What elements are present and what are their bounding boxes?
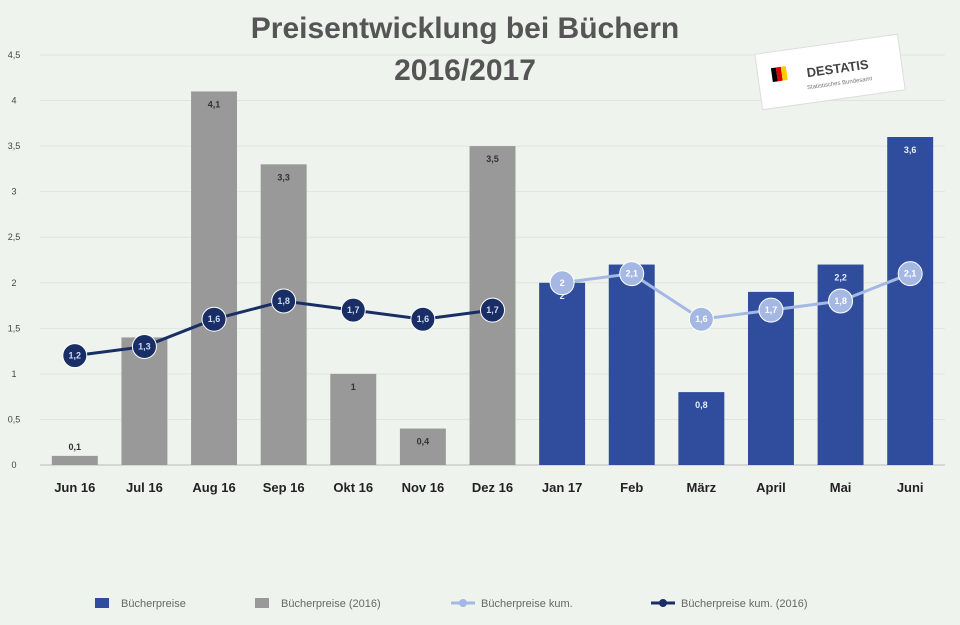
bar: [51, 455, 98, 465]
bar-data-label: 1: [351, 382, 356, 392]
chart-title: Preisentwicklung bei Büchern 2016/2017: [251, 12, 679, 87]
y-tick-label: 0,5: [8, 414, 21, 424]
series-point: [340, 297, 366, 323]
x-tick-label: Mai: [830, 480, 852, 495]
legend-label: Bücherpreise (2016): [281, 598, 381, 610]
bar-data-label: 3,3: [277, 172, 290, 182]
y-tick-label: 4,5: [8, 50, 21, 60]
y-tick-label: 0: [11, 460, 16, 470]
point-data-label: 1,8: [834, 296, 847, 306]
x-tick-label: Jan 17: [542, 480, 582, 495]
chart-title-line-2: 2016/2017: [394, 54, 536, 87]
point-data-label: 1,7: [347, 305, 360, 315]
series-point: [271, 288, 297, 314]
logo-flag-black: [770, 67, 778, 83]
series-point: [619, 261, 645, 287]
point-data-label: 1,3: [138, 342, 151, 352]
y-axis: 0 0,5 1 1,5 2 2,5 3 3,5 4 4,5: [8, 50, 21, 470]
point-data-label: 2,1: [625, 269, 638, 279]
x-tick-label: Okt 16: [333, 480, 373, 495]
destatis-logo: DESTATIS Statistisches Bundesamt: [754, 33, 906, 111]
x-tick-label: Feb: [620, 480, 643, 495]
series-point: [688, 306, 714, 332]
bar-data-label: 0,1: [69, 442, 82, 452]
legend-marker: [459, 599, 467, 607]
series-point: [897, 261, 923, 287]
bar-data-label: 3,5: [486, 154, 499, 164]
y-tick-label: 1: [11, 369, 16, 379]
series-point: [410, 306, 436, 332]
y-tick-label: 1,5: [8, 323, 21, 333]
bar-data-label: 2: [560, 291, 565, 301]
bar-data-label: 4,1: [208, 99, 221, 109]
bar-data-label: 2,2: [834, 273, 847, 283]
bar: [330, 373, 377, 465]
logo-flag-red: [775, 66, 783, 82]
bar: [399, 428, 446, 465]
x-tick-label: Nov 16: [402, 480, 445, 495]
point-data-label: 1,7: [765, 305, 778, 315]
bar-data-label: 3,6: [904, 145, 917, 155]
bar: [678, 392, 725, 465]
point-data-label: 2: [560, 278, 565, 288]
x-tick-label: Dez 16: [472, 480, 513, 495]
bars-2016: 0,11,44,13,310,43,5: [51, 91, 516, 466]
bar: [887, 137, 934, 465]
point-data-label: 1,6: [208, 314, 221, 324]
logo-flag-gold: [780, 66, 788, 81]
bar-data-label: 0,4: [417, 437, 430, 447]
chart-title-line-1: Preisentwicklung bei Büchern: [251, 12, 679, 45]
legend: Bücherpreise Bücherpreise (2016) Bücherpre…: [95, 598, 808, 610]
legend-label: Bücherpreise: [121, 598, 186, 610]
x-tick-label: Sep 16: [263, 480, 305, 495]
bar: [608, 264, 655, 465]
point-data-label: 1,6: [695, 314, 708, 324]
legend-label: Bücherpreise kum. (2016): [681, 598, 808, 610]
series-point: [131, 334, 157, 360]
legend-label: Bücherpreise kum.: [481, 598, 573, 610]
legend-swatch: [255, 598, 269, 608]
bar: [260, 164, 307, 466]
x-tick-label: Jul 16: [126, 480, 163, 495]
series-point: [480, 297, 505, 323]
series-point: [828, 288, 854, 314]
point-data-label: 1,8: [277, 296, 290, 306]
x-tick-label: Aug 16: [192, 480, 235, 495]
x-tick-label: April: [756, 480, 786, 495]
x-tick-label: Juni: [897, 480, 924, 495]
series-point: [549, 270, 575, 296]
point-data-label: 1,7: [486, 305, 499, 315]
x-tick-label: März: [687, 480, 717, 495]
y-tick-label: 3: [11, 187, 16, 197]
series-point: [201, 306, 227, 332]
point-data-label: 1,2: [69, 351, 82, 361]
x-axis: Jun 16 Jul 16 Aug 16 Sep 16 Okt 16 Nov 16 Dez …: [54, 480, 923, 495]
bar-data-label: 0,8: [695, 400, 708, 410]
legend-swatch: [95, 598, 109, 608]
bar: [191, 91, 238, 465]
series-point: [758, 297, 784, 323]
y-tick-label: 2: [11, 278, 16, 288]
legend-marker: [659, 599, 667, 607]
y-tick-label: 2,5: [8, 232, 21, 242]
y-tick-label: 3,5: [8, 141, 21, 151]
series-point: [62, 343, 88, 369]
point-data-label: 2,1: [904, 269, 917, 279]
bar: [539, 282, 586, 465]
y-tick-label: 4: [11, 96, 16, 106]
logo-card: [754, 33, 906, 111]
lines: 1,2 1,3 1,6 1,8 1,7 1,6 1,7 2 2,1 1,6 1,7 1,8 2,1: [62, 261, 923, 369]
bars: 22,20,81,92,23,6: [539, 137, 934, 465]
x-tick-label: Jun 16: [54, 480, 95, 495]
point-data-label: 1,6: [417, 314, 430, 324]
